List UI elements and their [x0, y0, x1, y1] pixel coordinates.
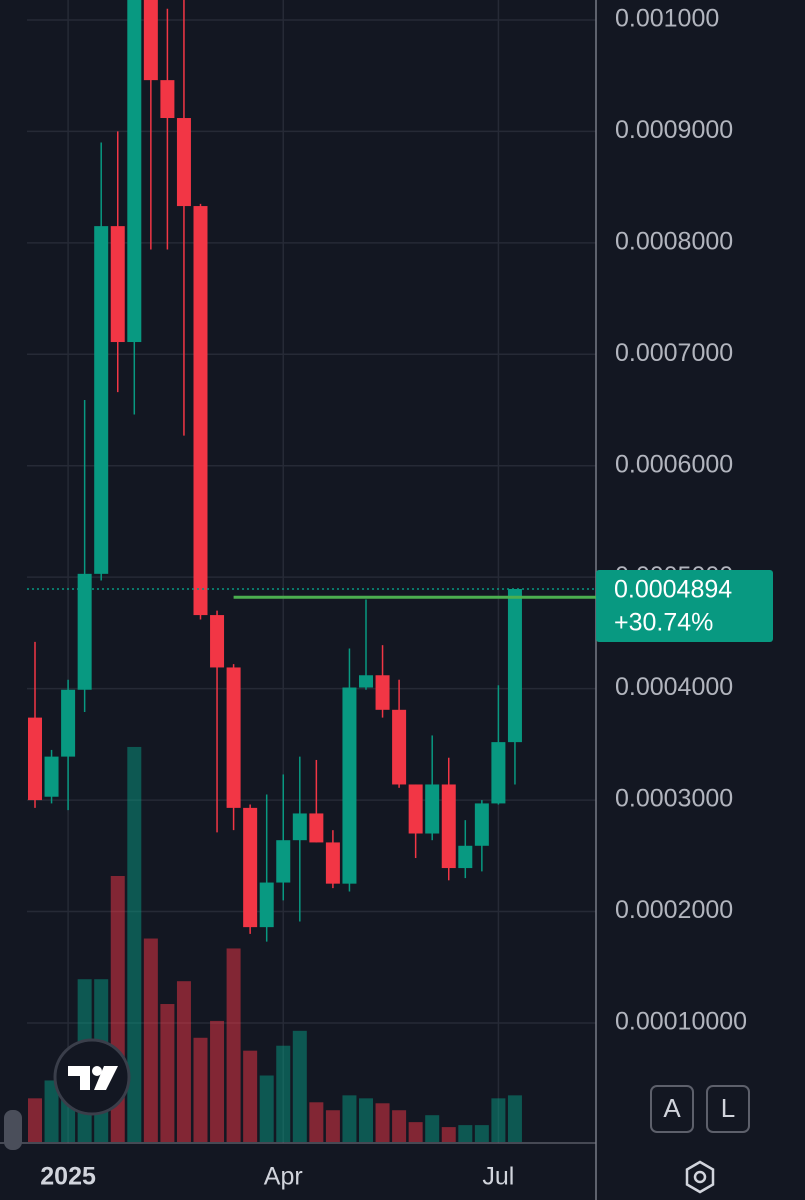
logo-mark — [68, 1066, 90, 1090]
volume-bar — [375, 1103, 390, 1142]
y-tick-label: 0.00010000 — [615, 1008, 747, 1036]
volume-bar — [143, 938, 158, 1142]
volume-bar — [458, 1125, 473, 1142]
candle-body — [176, 118, 191, 207]
volume-bar — [160, 1004, 175, 1142]
candle-body — [259, 882, 274, 928]
button-label: L — [721, 1093, 735, 1123]
price-badge — [596, 569, 773, 642]
candle-body — [77, 573, 92, 690]
volume-bar — [392, 1110, 407, 1142]
candle-body — [375, 675, 390, 710]
x-tick-label: 2025 — [40, 1163, 96, 1191]
candle-body — [226, 667, 241, 808]
candle-body — [441, 784, 456, 869]
volume-bar — [325, 1110, 340, 1142]
y-tick-label: 0.0009000 — [615, 116, 733, 144]
scrollbar[interactable] — [4, 1110, 22, 1150]
volume-bar — [226, 948, 241, 1142]
candle-body — [243, 807, 258, 928]
candle-body — [193, 206, 208, 616]
volume-bar — [210, 1020, 225, 1142]
candle-body — [127, 0, 142, 343]
volume-bar — [276, 1045, 291, 1142]
y-tick-label: 0.0008000 — [615, 227, 733, 255]
candle-layer — [28, 0, 522, 942]
candle-body — [309, 813, 324, 843]
volume-bar — [309, 1102, 324, 1142]
candle-body — [507, 588, 522, 743]
logo[interactable] — [53, 1038, 131, 1116]
settings-dot — [693, 1170, 707, 1184]
candle-body — [325, 842, 340, 884]
volume-bar — [507, 1095, 522, 1142]
volume-bar — [28, 1098, 42, 1142]
logo-dot — [92, 1066, 102, 1076]
volume-bar — [292, 1030, 307, 1142]
volume-bar — [408, 1122, 423, 1142]
settings-hex[interactable] — [685, 1160, 715, 1194]
candle-body — [491, 742, 506, 804]
candle-body — [342, 687, 357, 884]
candle-body — [143, 0, 158, 81]
volume-bar — [342, 1095, 357, 1142]
volume-bar — [243, 1050, 258, 1142]
candle-body — [44, 756, 59, 797]
x-tick-label: Apr — [264, 1163, 303, 1191]
button-auto[interactable] — [650, 1085, 694, 1133]
volume-bar — [259, 1075, 274, 1142]
volume-bar — [474, 1125, 489, 1142]
button-log[interactable] — [706, 1085, 750, 1133]
button-label: A — [663, 1093, 681, 1123]
x-tick-label: Jul — [482, 1163, 514, 1191]
volume-bar — [127, 746, 142, 1142]
volume-bar — [359, 1098, 373, 1142]
candle-body — [61, 689, 76, 757]
candle-body — [94, 226, 109, 574]
candle-body — [28, 717, 42, 801]
candle-body — [276, 840, 291, 883]
y-tick-label: 0.0002000 — [615, 896, 733, 924]
candle-body — [110, 226, 125, 343]
volume-bar — [441, 1127, 456, 1142]
logo-circle[interactable] — [53, 1038, 131, 1116]
y-tick-label: 0.001000 — [615, 5, 719, 33]
y-tick-label: 0.0004000 — [615, 673, 733, 701]
settings-icon[interactable] — [685, 1160, 715, 1194]
volume-bar — [425, 1115, 440, 1142]
candle-body — [425, 784, 440, 834]
y-tick-label: 0.0007000 — [615, 339, 733, 367]
candle-body — [359, 675, 373, 688]
candle-body — [160, 80, 175, 119]
y-tick-label: 0.0006000 — [615, 450, 733, 478]
candle-body — [458, 845, 473, 869]
y-tick-label: 0.0003000 — [615, 785, 733, 813]
candle-body — [408, 784, 423, 834]
candle-body — [210, 615, 225, 668]
candle-body — [292, 813, 307, 841]
volume-bar — [491, 1098, 506, 1142]
logo-mark — [94, 1066, 118, 1090]
volume-bar — [176, 981, 191, 1142]
candle-body — [392, 709, 407, 785]
price-change-label: +30.74% — [614, 609, 713, 637]
labels: 0.001000 0.0009000 0.0008000 0.0007000 0.000… — [40, 5, 747, 1191]
candle-body — [474, 803, 489, 846]
volume-bar — [44, 1080, 59, 1142]
volume-bar — [193, 1037, 208, 1142]
price-badge-label: 0.0004894 — [614, 576, 732, 604]
